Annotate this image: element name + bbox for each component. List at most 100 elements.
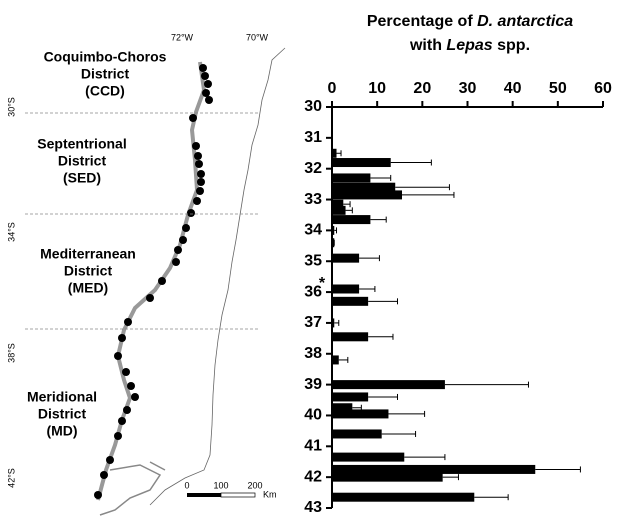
scale-bar [187,493,221,497]
lat-label: 34°S [6,222,16,242]
bar [332,472,443,482]
bar [332,492,475,502]
error-bar [345,207,353,214]
y-tick-label: 32 [304,160,322,177]
bar [332,148,337,158]
y-tick-label: 42 [304,468,322,485]
y-tick-label: 38 [304,345,322,362]
district-label: Mediterranean [40,246,136,262]
y-tick-label: 41 [304,438,322,455]
y-tick-label: 43 [304,499,322,516]
district-label: District [64,263,113,279]
chart-title: with Lepas spp. [409,37,530,54]
error-bar [359,285,376,292]
district-label: District [58,153,107,169]
lon-label: 70°W [246,32,269,42]
lat-label: 30°S [6,97,16,117]
y-tick-label: 33 [304,191,322,208]
title-part: spp. [493,37,530,54]
chart-title: Percentage of D. antarctica [367,13,573,30]
error-bar [368,393,398,400]
sites [94,64,213,499]
error-bar [338,356,349,363]
error-bar [442,474,459,481]
district-label: (MD) [46,423,77,439]
district-label: (MED) [68,280,108,296]
title-part: with [409,37,446,54]
bar [332,355,339,365]
error-bar [395,184,450,191]
bar [332,225,335,235]
district-label: District [81,66,130,82]
bar [332,429,382,439]
country-border [149,47,286,506]
annotation: * [319,275,326,292]
y-tick-label: 39 [304,376,322,393]
y-tick-label: 37 [304,314,322,331]
district-label: (CCD) [85,83,125,99]
scale-label: 200 [247,480,262,490]
x-tick-label: 40 [504,80,522,97]
bar [332,173,371,183]
bar [332,215,371,225]
error-bar [444,381,529,388]
islands [99,461,166,516]
y-tick-label: 34 [304,222,322,239]
bar [332,392,369,402]
district-label: (SED) [63,170,101,186]
x-tick-label: 20 [413,80,431,97]
error-bar [388,410,426,417]
scale-label: Km [263,489,277,499]
district-label: Coquimbo-Choros [44,49,167,65]
district-label: District [38,406,87,422]
y-tick-label: 40 [304,407,322,424]
bar [332,199,344,209]
bar [332,190,403,200]
scale-bar [220,492,256,498]
bar [332,238,335,248]
title-part: Percentage of [367,13,477,30]
x-tick-label: 10 [368,80,386,97]
error-bar [343,201,351,208]
bar [332,205,346,215]
lat-label: 42°S [6,468,16,488]
bar [332,409,389,419]
error-bar [359,255,380,262]
lon-label: 72°W [171,32,194,42]
error-bar [368,298,398,305]
error-bar [404,454,446,461]
bar [332,332,369,342]
bar [332,158,391,168]
error-bar [368,333,394,340]
bar [332,380,445,390]
y-tick-label: 30 [304,98,322,115]
error-bar [334,227,338,234]
coastline [96,61,207,501]
bar [332,253,360,263]
error-bar [336,150,342,157]
bar [332,318,335,328]
scale-label: 0 [184,480,189,490]
bar [332,464,536,474]
y-tick-label: 31 [304,129,322,146]
bar [332,296,369,306]
bar [332,182,396,192]
x-tick-label: 30 [459,80,477,97]
error-bar [535,466,581,473]
error-bar [334,319,340,326]
x-tick-label: 0 [328,80,337,97]
error-bar [474,494,509,501]
bar [332,452,405,462]
bar [332,403,353,413]
district-label: Meridional [27,389,97,405]
title-part: Lepas [446,37,492,54]
lat-label: 38°S [6,343,16,363]
bar [332,284,360,294]
y-tick-label: 36 [304,283,322,300]
scale-label: 100 [213,480,228,490]
district-dividers [25,112,258,330]
error-bar [381,430,417,437]
x-tick-label: 60 [594,80,612,97]
error-bar [370,216,387,223]
